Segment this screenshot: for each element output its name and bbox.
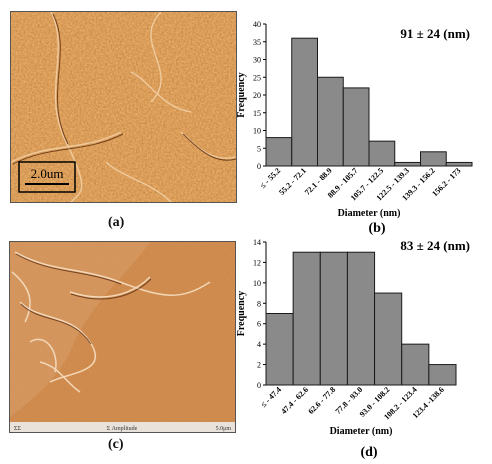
x-tick-label: ≤ - 47.4	[259, 385, 283, 409]
afm-image-c: ΣΣ Σ Amplitude 5.0μm	[9, 241, 236, 433]
histogram-bar	[292, 251, 321, 386]
histogram-bar	[428, 364, 457, 386]
histogram-d: 83 ± 24 (nm) Frequency Diameter (nm) (d)…	[236, 238, 470, 460]
x-axis-label: Diameter (nm)	[338, 208, 401, 219]
x-axis-label: Diameter (nm)	[330, 426, 393, 437]
y-tick-label: 4	[257, 340, 261, 349]
histogram-bar	[317, 76, 344, 167]
histogram-bar	[368, 140, 396, 167]
histogram-bar	[401, 343, 430, 386]
histogram-bar	[342, 87, 370, 167]
scalebar-label: 2.0um	[31, 166, 64, 181]
chart-annotation: 91 ± 24 (nm)	[400, 26, 470, 41]
panel-label-c: (c)	[108, 437, 124, 452]
histogram-bar	[265, 137, 293, 167]
histogram-bar	[445, 161, 473, 167]
y-tick-label: 12	[253, 258, 261, 267]
x-tick-label: 62.6 - 77.8	[306, 385, 337, 416]
chart-annotation: 83 ± 24 (nm)	[400, 238, 470, 253]
y-tick-label: 35	[253, 38, 261, 47]
y-axis-label: Frequency	[236, 291, 247, 336]
histogram-bar	[420, 151, 447, 167]
y-tick-label: 5	[257, 144, 261, 153]
histogram-b: 91 ± 24 (nm) Frequency Diameter (nm) (b)…	[236, 20, 473, 236]
x-tick-label: 47.4 - 62.6	[279, 385, 310, 416]
y-tick-label: 20	[253, 91, 261, 100]
y-tick-label: 0	[257, 162, 261, 171]
footer-right-text: 5.0μm	[216, 426, 232, 432]
scalebar-box	[18, 161, 76, 193]
y-axis-label: Frequency	[236, 72, 247, 117]
y-tick-label: 10	[253, 279, 261, 288]
y-tick-label: 2	[257, 361, 261, 370]
afm-texture-c: ΣΣ Σ Amplitude 5.0μm	[10, 242, 235, 432]
y-tick-label: 30	[253, 56, 261, 65]
y-tick-label: 0	[257, 381, 261, 390]
panel-label-b: (b)	[368, 221, 385, 236]
panel-label-d: (d)	[360, 445, 377, 460]
footer-left-text: ΣΣ	[14, 426, 21, 432]
y-tick-label: 14	[253, 238, 261, 247]
footer-center-text: Σ Amplitude	[107, 426, 138, 432]
histogram-bar	[265, 313, 294, 386]
panel-label-a: (a)	[108, 215, 125, 230]
histogram-bar	[291, 37, 318, 167]
y-tick-label: 10	[253, 127, 261, 136]
histogram-bar	[319, 251, 348, 386]
afm-image-a: 2.0um	[10, 11, 237, 203]
histogram-bar	[374, 292, 403, 386]
afm-texture-a: 2.0um	[11, 12, 236, 202]
histogram-bar	[394, 161, 421, 167]
y-tick-label: 6	[257, 320, 261, 329]
y-tick-label: 25	[253, 73, 261, 82]
y-tick-label: 40	[253, 20, 261, 29]
y-tick-label: 15	[253, 109, 261, 118]
x-tick-label: ≤ - 55.2	[258, 166, 282, 190]
y-tick-label: 8	[257, 299, 261, 308]
histogram-bar	[346, 251, 376, 386]
